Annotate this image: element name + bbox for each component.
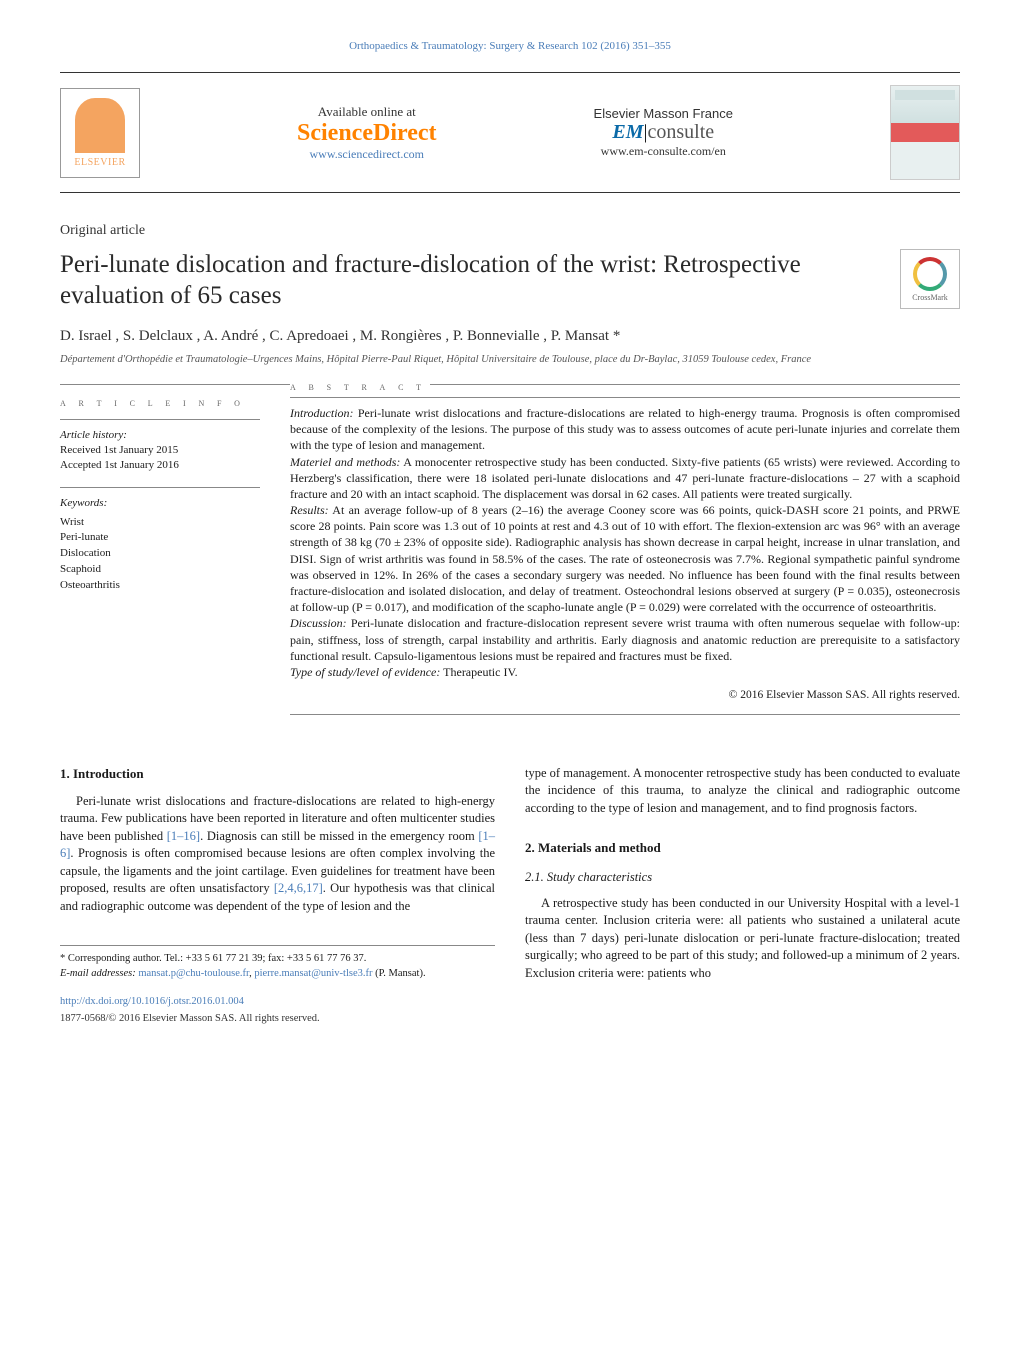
doi-link[interactable]: http://dx.doi.org/10.1016/j.otsr.2016.01…	[60, 995, 495, 1010]
em-logo-consulte: consulte	[648, 121, 715, 143]
abstract-loe-head: Type of study/level of evidence:	[290, 665, 440, 679]
em-logo-em: EM	[612, 121, 643, 143]
journal-reference: Orthopaedics & Traumatology: Surgery & R…	[60, 40, 960, 52]
right-column: type of management. A monocenter retrosp…	[525, 765, 960, 1027]
elsevier-masson-label: Elsevier Masson France	[594, 106, 733, 121]
received-date: Received 1st January 2015	[60, 443, 260, 458]
crossmark-badge[interactable]: CrossMark	[900, 249, 960, 309]
header-row: ELSEVIER Available online at ScienceDire…	[60, 72, 960, 193]
article-info-column: a r t i c l e i n f o Article history: R…	[60, 397, 260, 715]
em-consulte-block: Elsevier Masson France EM|consulte www.e…	[594, 106, 733, 159]
sciencedirect-link[interactable]: www.sciencedirect.com	[297, 147, 437, 162]
sciencedirect-logo: ScienceDirect	[297, 120, 437, 147]
divider	[60, 384, 960, 385]
accepted-date: Accepted 1st January 2016	[60, 458, 260, 473]
section-2-1-paragraph: A retrospective study has been conducted…	[525, 895, 960, 983]
elsevier-tree-icon	[75, 98, 125, 153]
abstract-discussion-head: Discussion:	[290, 616, 347, 630]
article-info-label: a r t i c l e i n f o	[60, 397, 260, 409]
author-list: D. Israel , S. Delclaux , A. André , C. …	[60, 328, 960, 345]
history-label: Article history:	[60, 429, 127, 441]
divider	[290, 714, 960, 715]
email-link[interactable]: mansat.p@chu-toulouse.fr	[138, 968, 249, 979]
issn-line: 1877-0568/© 2016 Elsevier Masson SAS. Al…	[60, 1013, 320, 1024]
section-2-heading: 2. Materials and method	[525, 839, 960, 857]
affiliation: Département d'Orthopédie et Traumatologi…	[60, 353, 960, 367]
keyword: Peri-lunate	[60, 530, 260, 546]
journal-cover-thumbnail	[890, 85, 960, 180]
email-link[interactable]: pierre.mansat@univ-tlse3.fr	[254, 968, 372, 979]
em-consulte-link[interactable]: www.em-consulte.com/en	[594, 144, 733, 159]
keyword: Dislocation	[60, 546, 260, 562]
abstract-intro-head: Introduction:	[290, 406, 354, 420]
copyright: © 2016 Elsevier Masson SAS. All rights r…	[290, 688, 960, 704]
section-2-1-heading: 2.1. Study characteristics	[525, 869, 960, 887]
abstract-label: a b s t r a c t	[290, 380, 430, 395]
abstract-intro-text: Peri-lunate wrist dislocations and fract…	[290, 406, 960, 452]
sciencedirect-block: Available online at ScienceDirect www.sc…	[297, 104, 437, 162]
body-columns: 1. Introduction Peri-lunate wrist disloc…	[60, 765, 960, 1027]
email-label: E-mail addresses:	[60, 968, 136, 979]
abstract-loe-text: Therapeutic IV.	[440, 665, 517, 679]
abstract-discussion-text: Peri-lunate dislocation and fracture-dis…	[290, 616, 960, 662]
keyword: Wrist	[60, 515, 260, 531]
citation-link[interactable]: [2,4,6,17]	[274, 881, 323, 895]
article-title: Peri-lunate dislocation and fracture-dis…	[60, 249, 880, 312]
crossmark-label: CrossMark	[912, 293, 948, 302]
abstract-results-head: Results:	[290, 503, 329, 517]
abstract-column: a b s t r a c t Introduction: Peri-lunat…	[290, 397, 960, 715]
email-tail: (P. Mansat).	[372, 968, 425, 979]
citation-link[interactable]: [1–16]	[167, 829, 200, 843]
elsevier-logo: ELSEVIER	[60, 88, 140, 178]
elsevier-text: ELSEVIER	[74, 157, 125, 168]
keyword: Osteoarthritis	[60, 578, 260, 594]
section-1-paragraph: Peri-lunate wrist dislocations and fract…	[60, 793, 495, 916]
keyword: Scaphoid	[60, 562, 260, 578]
section-1-heading: 1. Introduction	[60, 765, 495, 783]
abstract-results-text: At an average follow-up of 8 years (2–16…	[290, 503, 960, 614]
crossmark-icon	[913, 257, 947, 291]
keywords-label: Keywords:	[60, 497, 107, 509]
corresponding-author: * Corresponding author. Tel.: +33 5 61 7…	[60, 952, 495, 966]
footnotes: * Corresponding author. Tel.: +33 5 61 7…	[60, 945, 495, 980]
section-1-paragraph-cont: type of management. A monocenter retrosp…	[525, 765, 960, 818]
left-column: 1. Introduction Peri-lunate wrist disloc…	[60, 765, 495, 1027]
article-type: Original article	[60, 223, 960, 239]
abstract-methods-head: Materiel and methods:	[290, 455, 400, 469]
available-online-label: Available online at	[297, 104, 437, 120]
em-consulte-logo: EM|consulte	[594, 121, 733, 144]
